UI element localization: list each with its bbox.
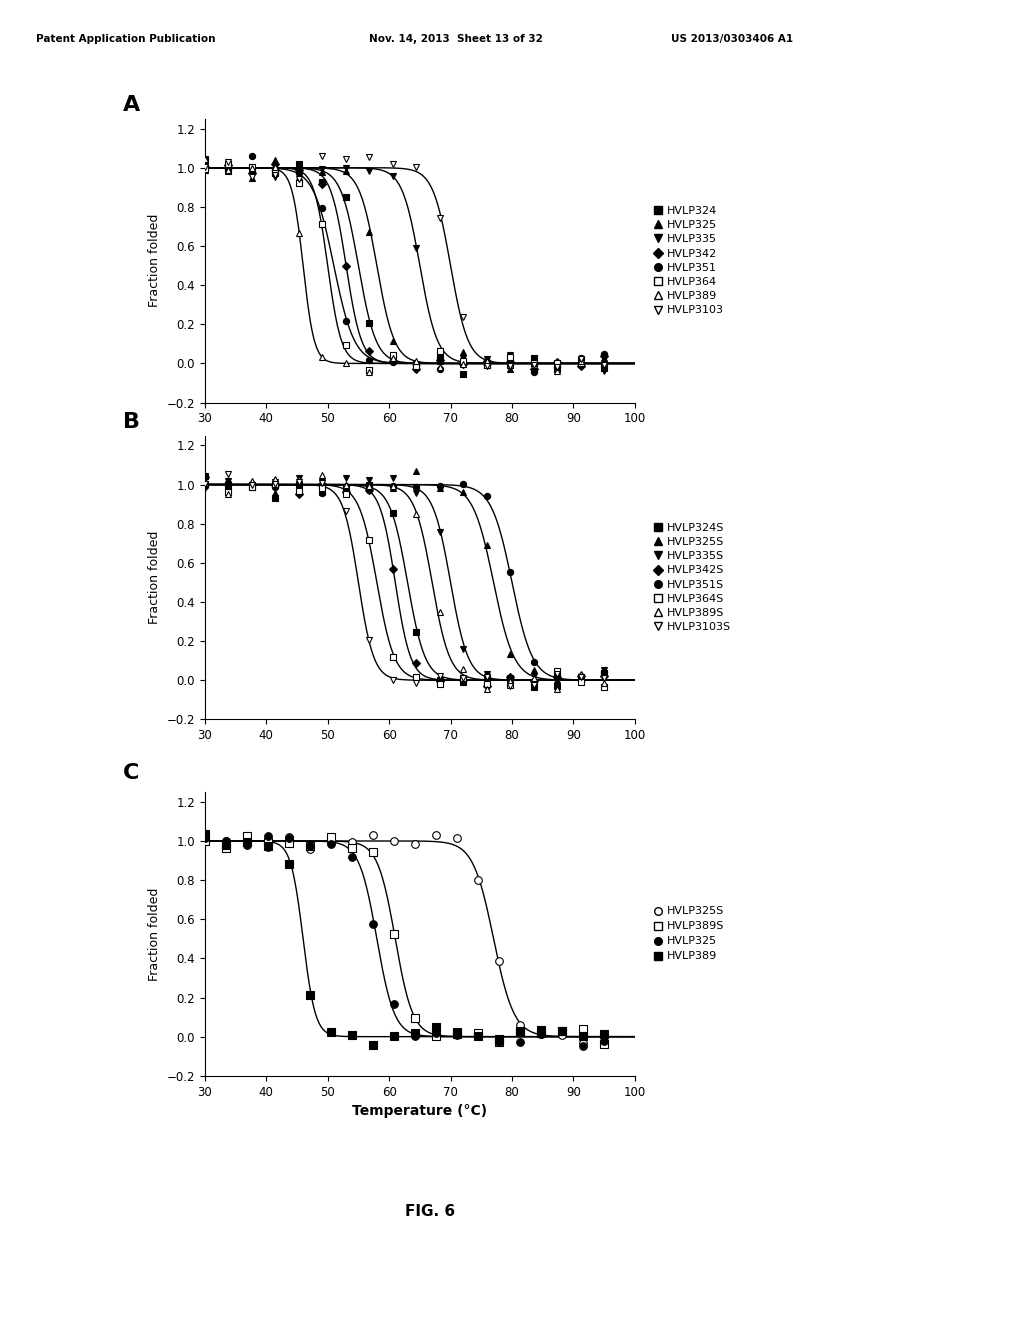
Text: FIG. 6: FIG. 6 [406, 1204, 455, 1218]
Text: C: C [123, 763, 139, 783]
Legend: HVLP324, HVLP325, HVLP335, HVLP342, HVLP351, HVLP364, HVLP389, HVLP3103: HVLP324, HVLP325, HVLP335, HVLP342, HVLP… [653, 206, 724, 315]
Text: Nov. 14, 2013  Sheet 13 of 32: Nov. 14, 2013 Sheet 13 of 32 [369, 34, 543, 45]
Legend: HVLP325S, HVLP389S, HVLP325, HVLP389: HVLP325S, HVLP389S, HVLP325, HVLP389 [653, 907, 724, 961]
Y-axis label: Fraction folded: Fraction folded [148, 214, 161, 308]
Y-axis label: Fraction folded: Fraction folded [148, 531, 161, 624]
Text: B: B [123, 412, 140, 432]
Text: US 2013/0303406 A1: US 2013/0303406 A1 [671, 34, 793, 45]
Text: A: A [123, 95, 140, 115]
Text: Patent Application Publication: Patent Application Publication [36, 34, 215, 45]
Y-axis label: Fraction folded: Fraction folded [148, 887, 161, 981]
Legend: HVLP324S, HVLP325S, HVLP335S, HVLP342S, HVLP351S, HVLP364S, HVLP389S, HVLP3103S: HVLP324S, HVLP325S, HVLP335S, HVLP342S, … [653, 523, 731, 632]
X-axis label: Temperature (°C): Temperature (°C) [352, 1104, 487, 1118]
